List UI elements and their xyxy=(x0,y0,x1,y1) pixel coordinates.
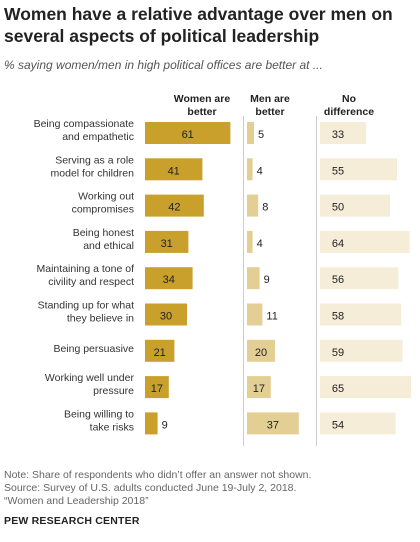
category-label: Maintaining a tone of civility and respec… xyxy=(37,263,135,288)
bar-men xyxy=(247,122,254,144)
bar-women xyxy=(145,303,187,326)
bar-women xyxy=(145,230,189,253)
bar-men xyxy=(247,267,260,290)
data-label-men: 4 xyxy=(257,238,263,250)
data-label-no-difference: 55 xyxy=(332,165,344,177)
bar-men xyxy=(247,339,275,362)
bar-men xyxy=(247,194,259,217)
source-organization: PEW RESEARCH CENTER xyxy=(4,515,140,527)
category-label: Working well under pressure xyxy=(45,372,135,397)
chart-subtitle: % saying women/men in high political off… xyxy=(4,58,323,72)
bar-chart: Women are better Men are better No difference… xyxy=(34,93,411,446)
category-label: Being persuasive xyxy=(53,343,134,355)
bar-women xyxy=(145,339,175,362)
bar-men xyxy=(247,376,271,399)
category-label: Being willing to take risks xyxy=(64,408,134,433)
data-label-women: 42 xyxy=(168,202,180,214)
data-label-men: 5 xyxy=(258,129,264,141)
category-label: Serving as a role model for children xyxy=(51,154,135,179)
bar-men xyxy=(247,303,263,326)
data-label-men: 20 xyxy=(255,347,267,359)
data-label-women: 61 xyxy=(182,129,194,141)
data-label-women: 41 xyxy=(168,165,180,177)
bar-no-difference xyxy=(320,158,397,181)
note-line: Note: Share of respondents who didn’t of… xyxy=(4,469,312,481)
legend-label-no-difference: No difference xyxy=(324,93,374,118)
data-label-men: 17 xyxy=(253,383,265,395)
category-label: Standing up for what they believe in xyxy=(38,300,134,325)
bar-no-difference xyxy=(320,267,399,290)
data-label-women: 34 xyxy=(163,274,175,286)
bar-women xyxy=(145,412,158,435)
category-label: Being honest and ethical xyxy=(73,227,134,252)
report-title-line: “Women and Leadership 2018” xyxy=(4,495,149,507)
data-label-men: 37 xyxy=(267,419,279,431)
bar-no-difference xyxy=(320,230,410,253)
data-label-women: 31 xyxy=(161,238,173,250)
bar-women xyxy=(145,267,193,290)
bar-women xyxy=(145,122,231,144)
data-label-men: 8 xyxy=(262,202,268,214)
bar-men xyxy=(247,412,299,435)
bar-no-difference xyxy=(320,122,367,144)
data-label-no-difference: 56 xyxy=(332,274,344,286)
data-label-no-difference: 58 xyxy=(332,311,344,323)
legend-label-men: Men are better xyxy=(250,93,290,118)
data-label-no-difference: 59 xyxy=(332,347,344,359)
chart-title: Women have a relative advantage over men… xyxy=(4,4,393,46)
data-label-men: 4 xyxy=(257,165,263,177)
data-label-men: 9 xyxy=(264,274,270,286)
bar-no-difference xyxy=(320,303,402,326)
bar-women xyxy=(145,158,203,181)
chart-note: Note: Share of respondents who didn’t of… xyxy=(4,469,416,508)
legend-label-women: Women are better xyxy=(174,93,231,118)
data-label-no-difference: 54 xyxy=(332,419,344,431)
bar-no-difference xyxy=(320,412,396,435)
data-label-no-difference: 65 xyxy=(332,383,344,395)
data-label-women: 30 xyxy=(160,311,172,323)
data-label-women: 9 xyxy=(162,419,168,431)
bar-no-difference xyxy=(320,194,390,217)
data-label-women: 17 xyxy=(151,383,163,395)
bar-women xyxy=(145,194,204,217)
data-label-no-difference: 33 xyxy=(332,129,344,141)
data-label-women: 21 xyxy=(154,347,166,359)
bar-women xyxy=(145,376,169,399)
category-label: Working out compromises xyxy=(72,191,135,216)
category-label: Being compassionate and empathetic xyxy=(34,118,135,143)
bar-no-difference xyxy=(320,339,403,362)
data-label-no-difference: 50 xyxy=(332,202,344,214)
bar-men xyxy=(247,158,253,181)
data-label-men: 11 xyxy=(266,311,277,323)
bar-no-difference xyxy=(320,376,411,399)
source-line: Source: Survey of U.S. adults conducted … xyxy=(4,482,297,494)
data-label-no-difference: 64 xyxy=(332,238,344,250)
bar-men xyxy=(247,230,253,253)
